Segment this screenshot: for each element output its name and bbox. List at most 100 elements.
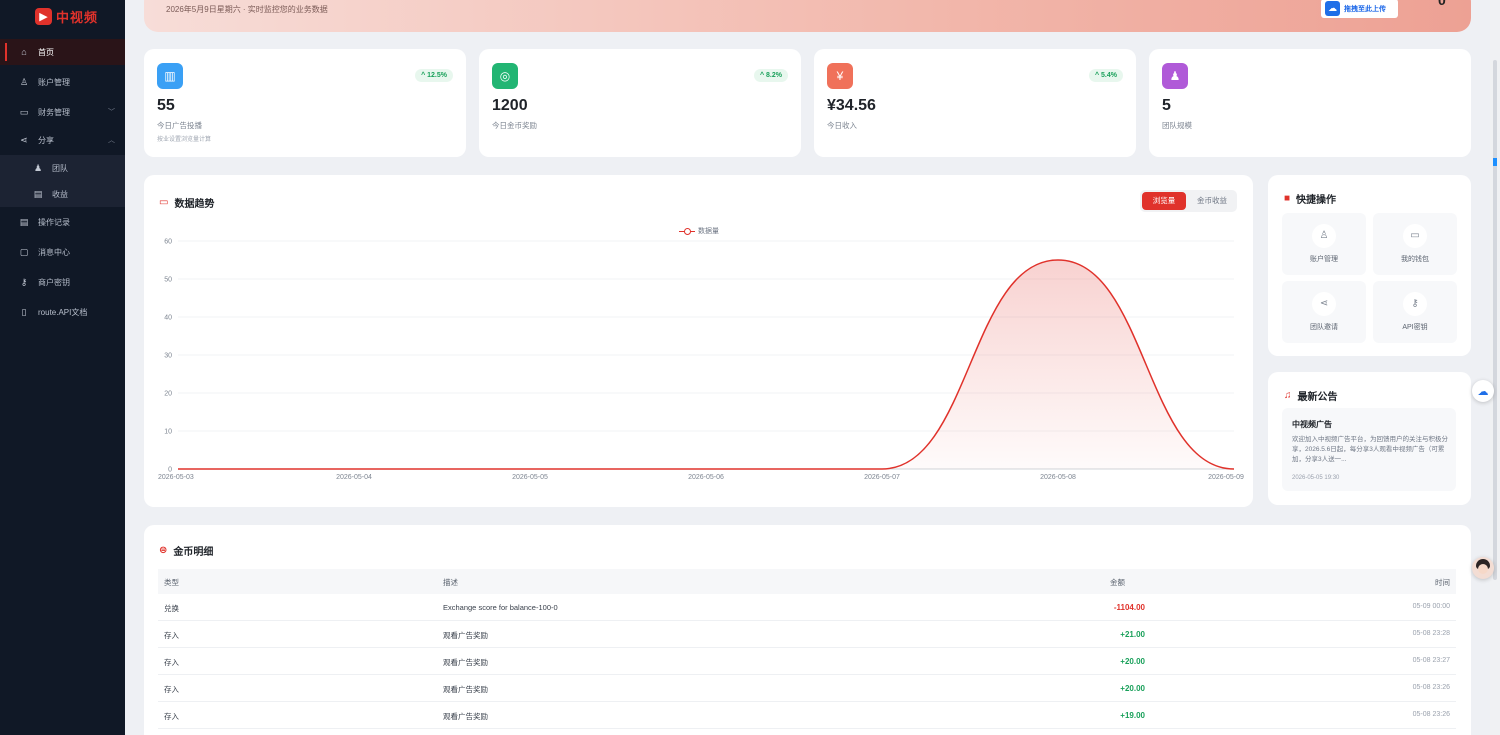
legend-marker bbox=[679, 227, 695, 235]
quick-actions-title: ■ 快捷操作 bbox=[1284, 193, 1337, 206]
quick-action-api-key[interactable]: ⚷ API密钥 bbox=[1373, 281, 1457, 343]
chart-icon: ▭ bbox=[159, 197, 169, 208]
wallet-icon: ▭ bbox=[1403, 224, 1427, 248]
grid-icon: ■ bbox=[1284, 193, 1291, 204]
cell-type: 存入 bbox=[164, 712, 179, 721]
cell-time: 05-08 23:28 bbox=[1412, 630, 1450, 637]
cell-type: 存入 bbox=[164, 658, 179, 667]
sidebar-item-label: 团队 bbox=[52, 163, 68, 173]
user-icon: ♙ bbox=[19, 77, 29, 87]
share-icon: ⋖ bbox=[20, 135, 28, 145]
stat-note: 按业设置浏览量计算 bbox=[157, 137, 212, 143]
cell-amount: +20.00 bbox=[1120, 684, 1145, 693]
banner-subtitle: 2026年5月9日星期六 · 实时监控您的业务数据 bbox=[166, 5, 328, 14]
notice-item-time: 2026-05-05 19:30 bbox=[1292, 475, 1340, 481]
y-tick-label: 10 bbox=[164, 429, 172, 436]
notice-item[interactable]: 中视频广告 欢迎加入中视频广告平台，为回馈用户的关注与积极分享，2026.5.6… bbox=[1282, 408, 1456, 491]
tab-views[interactable]: 浏览量 bbox=[1142, 192, 1186, 210]
quick-action-invite[interactable]: ⋖ 团队邀请 bbox=[1282, 281, 1366, 343]
sidebar-item-label: 操作记录 bbox=[38, 217, 70, 227]
stat-label: 今日广告投播 bbox=[157, 121, 202, 130]
quick-action-label: API密钥 bbox=[1402, 324, 1428, 331]
database-icon: ⊜ bbox=[159, 545, 168, 556]
logo-text: 中视频 bbox=[56, 9, 99, 25]
log-icon: ▤ bbox=[19, 217, 29, 227]
upload-button[interactable]: ☁ 拖拽至此上传 bbox=[1321, 0, 1398, 18]
stat-card-income: ¥ ^ 5.4% ¥34.56 今日收入 bbox=[814, 49, 1136, 157]
sidebar-item-label: 商户密钥 bbox=[38, 277, 70, 287]
x-tick-label: 2026-05-07 bbox=[864, 474, 900, 481]
cell-time: 05-08 23:27 bbox=[1412, 657, 1450, 664]
column-header-desc: 描述 bbox=[443, 578, 458, 587]
notice-title: ♫ 最新公告 bbox=[1284, 390, 1338, 403]
sidebar-item-label: 首页 bbox=[38, 47, 54, 57]
scrollbar-thumb[interactable] bbox=[1493, 60, 1497, 580]
doc-icon: ▯ bbox=[21, 307, 27, 317]
quick-action-account[interactable]: ♙ 账户管理 bbox=[1282, 213, 1366, 275]
sidebar-item-messages[interactable]: ▢ 消息中心 bbox=[0, 239, 125, 265]
column-header-time: 时间 bbox=[1435, 578, 1450, 587]
chevron-up-icon: ︿ bbox=[108, 137, 115, 144]
x-tick-label: 2026-05-08 bbox=[1040, 474, 1076, 481]
table-row: 存入 观看广告奖励 +21.00 05-08 23:28 bbox=[158, 621, 1456, 648]
series-line[interactable] bbox=[177, 259, 1235, 470]
chart-legend[interactable]: 数据量 bbox=[679, 226, 719, 236]
stat-value: ¥34.56 bbox=[827, 97, 876, 114]
stat-badge: ^ 12.5% bbox=[415, 69, 453, 82]
y-tick-label: 60 bbox=[164, 239, 172, 246]
cell-desc: Exchange score for balance-100-0 bbox=[443, 603, 558, 612]
sidebar-item-account[interactable]: ♙ 账户管理 bbox=[0, 69, 125, 95]
tab-coin-income[interactable]: 金币收益 bbox=[1197, 196, 1227, 205]
cell-desc: 观看广告奖励 bbox=[443, 658, 488, 667]
notice-item-title: 中视频广告 bbox=[1292, 420, 1332, 429]
coin-icon: ◎ bbox=[492, 63, 518, 89]
income-icon: ▤ bbox=[33, 189, 43, 199]
x-tick-label: 2026-05-09 bbox=[1208, 474, 1244, 481]
cell-amount: +19.00 bbox=[1120, 711, 1145, 720]
sidebar-item-team[interactable]: ♟ 团队 bbox=[0, 155, 125, 181]
wallet-icon: ▭ bbox=[19, 107, 29, 117]
logo-icon: ▶ bbox=[35, 7, 52, 25]
sidebar-item-income[interactable]: ▤ 收益 bbox=[0, 181, 125, 207]
cell-desc: 观看广告奖励 bbox=[443, 712, 488, 721]
yen-icon: ¥ bbox=[827, 63, 853, 89]
quick-action-wallet[interactable]: ▭ 我的钱包 bbox=[1373, 213, 1457, 275]
x-tick-label: 2026-05-03 bbox=[158, 474, 194, 481]
column-header-type: 类型 bbox=[164, 578, 179, 587]
stat-card-team-size: ♟ 5 团队规模 bbox=[1149, 49, 1471, 157]
stat-value: 1200 bbox=[492, 97, 528, 114]
coins-card: ⊜ 金币明细 类型 描述 金额 时间 兑换 Exchange score for … bbox=[144, 525, 1471, 735]
x-tick-label: 2026-05-05 bbox=[512, 474, 548, 481]
cloud-upload-icon: ☁ bbox=[1325, 1, 1340, 16]
stat-card-coin-reward: ◎ ^ 8.2% 1200 今日金币奖励 bbox=[479, 49, 801, 157]
page-scrollbar[interactable] bbox=[1490, 0, 1500, 735]
stat-label: 今日收入 bbox=[827, 121, 857, 130]
sidebar-item-home[interactable]: ⌂ 首页 bbox=[0, 39, 125, 65]
notice-item-body: 欢迎加入中视频广告平台，为回馈用户的关注与积极分享，2026.5.6日起，每分享… bbox=[1292, 436, 1448, 463]
sidebar-item-label: 消息中心 bbox=[38, 247, 70, 257]
table-header: 类型 描述 金额 时间 bbox=[158, 569, 1456, 594]
quick-action-label: 我的钱包 bbox=[1401, 256, 1429, 263]
user-icon: ♙ bbox=[1312, 224, 1336, 248]
floating-avatar[interactable] bbox=[1472, 557, 1494, 579]
sidebar-item-logs[interactable]: ▤ 操作记录 bbox=[0, 209, 125, 235]
sidebar-item-label: 账户管理 bbox=[38, 77, 70, 87]
floating-cloud-icon[interactable]: ☁ bbox=[1472, 380, 1494, 402]
cell-time: 05-08 23:26 bbox=[1412, 684, 1450, 691]
notice-card: ♫ 最新公告 中视频广告 欢迎加入中视频广告平台，为回馈用户的关注与积极分享，2… bbox=[1268, 372, 1471, 505]
sidebar-item-merchant-key[interactable]: ⚷ 商户密钥 bbox=[0, 269, 125, 295]
stat-value: 55 bbox=[157, 97, 175, 114]
cell-time: 05-08 23:26 bbox=[1412, 711, 1450, 718]
sidebar-item-api-docs[interactable]: ▯ route.API文档 bbox=[0, 299, 125, 325]
key-icon: ⚷ bbox=[1403, 292, 1427, 316]
cell-time: 05-09 00:00 bbox=[1412, 603, 1450, 610]
team-icon: ♟ bbox=[33, 163, 43, 173]
sidebar-item-label: 分享 bbox=[38, 135, 54, 145]
cell-desc: 观看广告奖励 bbox=[443, 631, 488, 640]
sidebar-item-share[interactable]: ⋖ 分享 ︿ bbox=[0, 127, 125, 153]
trend-title: ▭ 数据趋势 bbox=[159, 197, 215, 210]
sidebar-item-label: 收益 bbox=[52, 189, 68, 199]
app-logo[interactable]: ▶ 中视频 bbox=[35, 7, 98, 25]
sidebar-item-finance[interactable]: ▭ 财务管理 ﹀ bbox=[0, 99, 125, 125]
x-tick-label: 2026-05-06 bbox=[688, 474, 724, 481]
